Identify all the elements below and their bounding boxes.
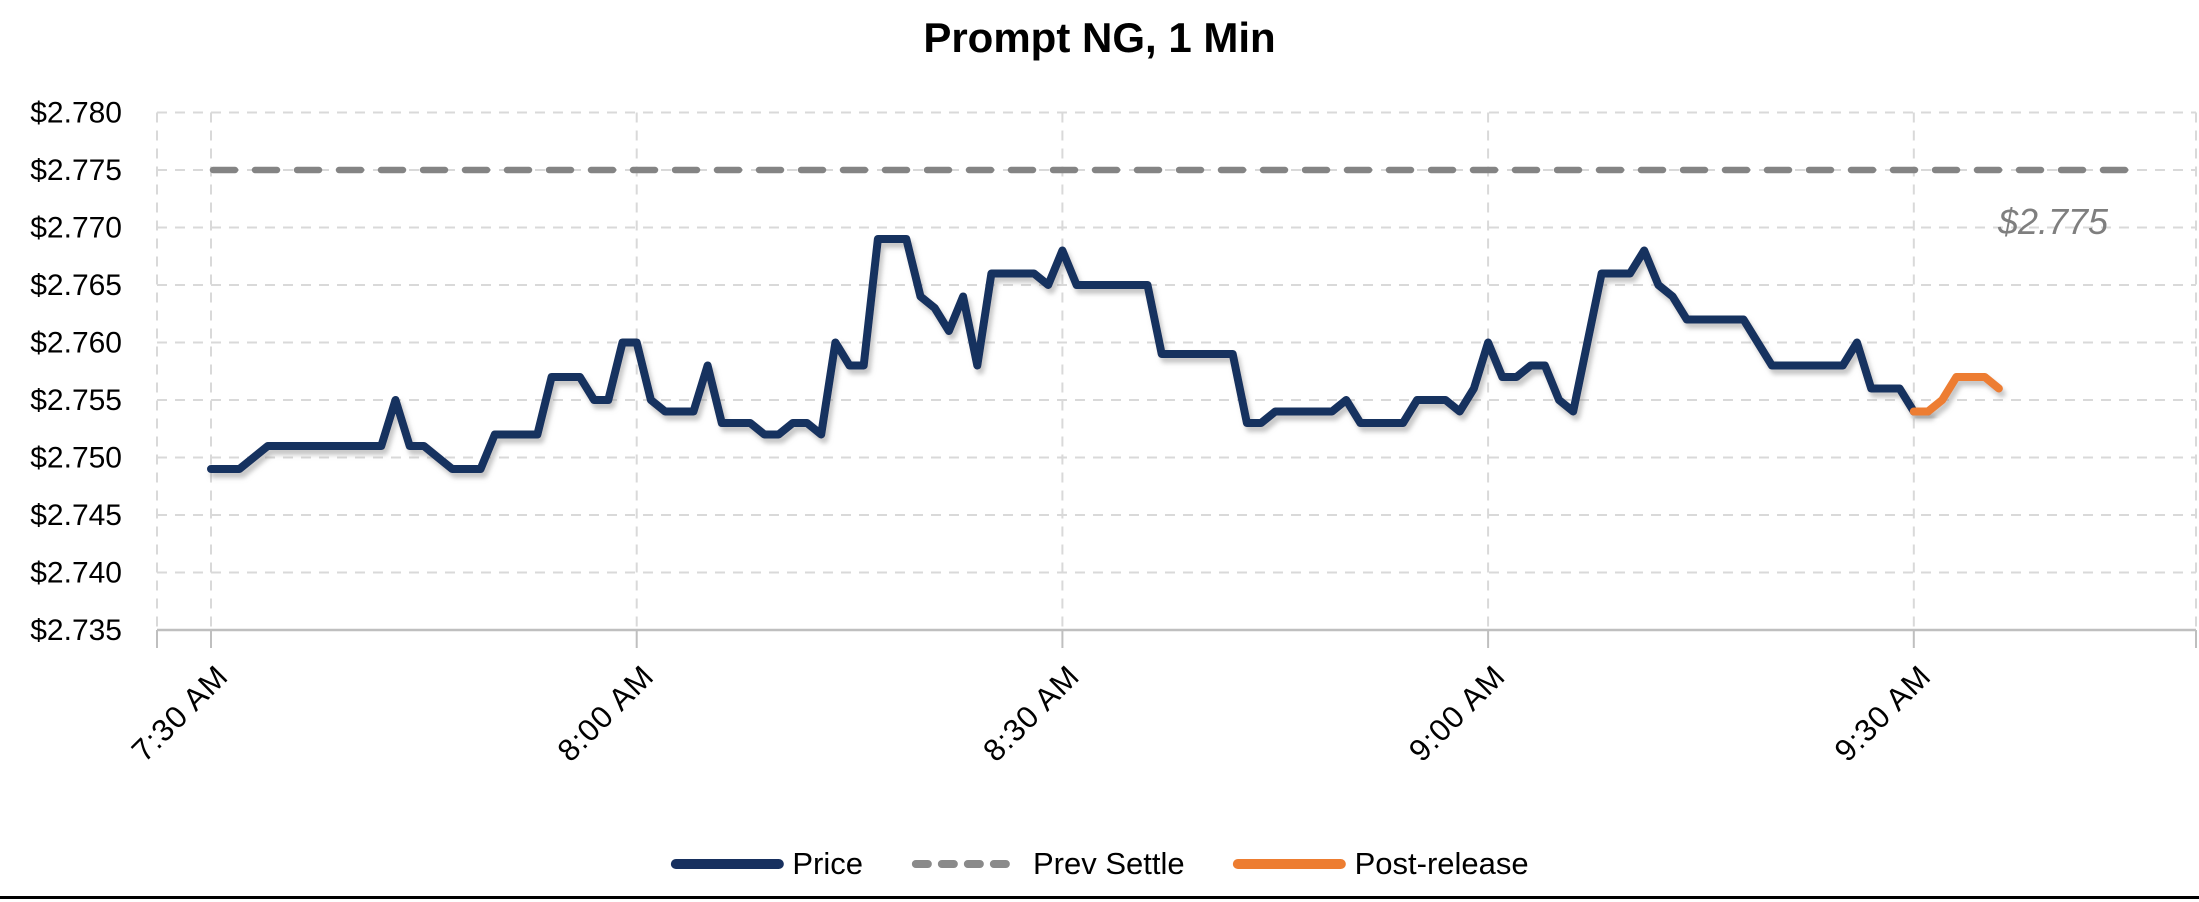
y-axis-label: $2.740 [30,557,122,590]
y-axis-label: $2.745 [30,499,122,532]
post-release-line [1909,373,2003,416]
legend-label: Post-release [1354,846,1529,881]
x-axis-label: 9:30 AM [1828,658,1938,768]
y-axis-label: $2.750 [30,442,122,475]
legend-item-prev-settle: Prev Settle [911,846,1185,882]
legend-line-swatch [1232,859,1346,869]
legend-item-price: Price [670,846,863,882]
x-axis-label: 8:00 AM [551,658,661,768]
y-axis-label: $2.780 [30,97,122,130]
prev-settle-annotation: $2.775 [1997,201,2109,242]
x-axis-label: 8:30 AM [976,658,1086,768]
bottom-divider [0,896,2199,899]
legend-line-swatch [670,859,784,869]
chart-legend: Price Prev Settle Post-release [670,846,1529,882]
y-axis-label: $2.755 [30,384,122,417]
y-axis-label: $2.775 [30,154,122,187]
price-line [207,235,1932,473]
x-axis-label: 7:30 AM [125,658,235,768]
y-axis-label: $2.760 [30,327,122,360]
legend-dashed-line-swatch [911,860,1023,868]
x-axis-label: 9:00 AM [1402,658,1512,768]
legend-label: Price [792,846,863,881]
y-axis-label: $2.765 [30,269,122,302]
legend-item-post-release: Post-release [1232,846,1529,882]
y-axis-label: $2.735 [30,614,122,647]
chart-title: Prompt NG, 1 Min [923,14,1276,61]
legend-label: Prev Settle [1032,846,1185,881]
y-axis-label: $2.770 [30,212,122,245]
